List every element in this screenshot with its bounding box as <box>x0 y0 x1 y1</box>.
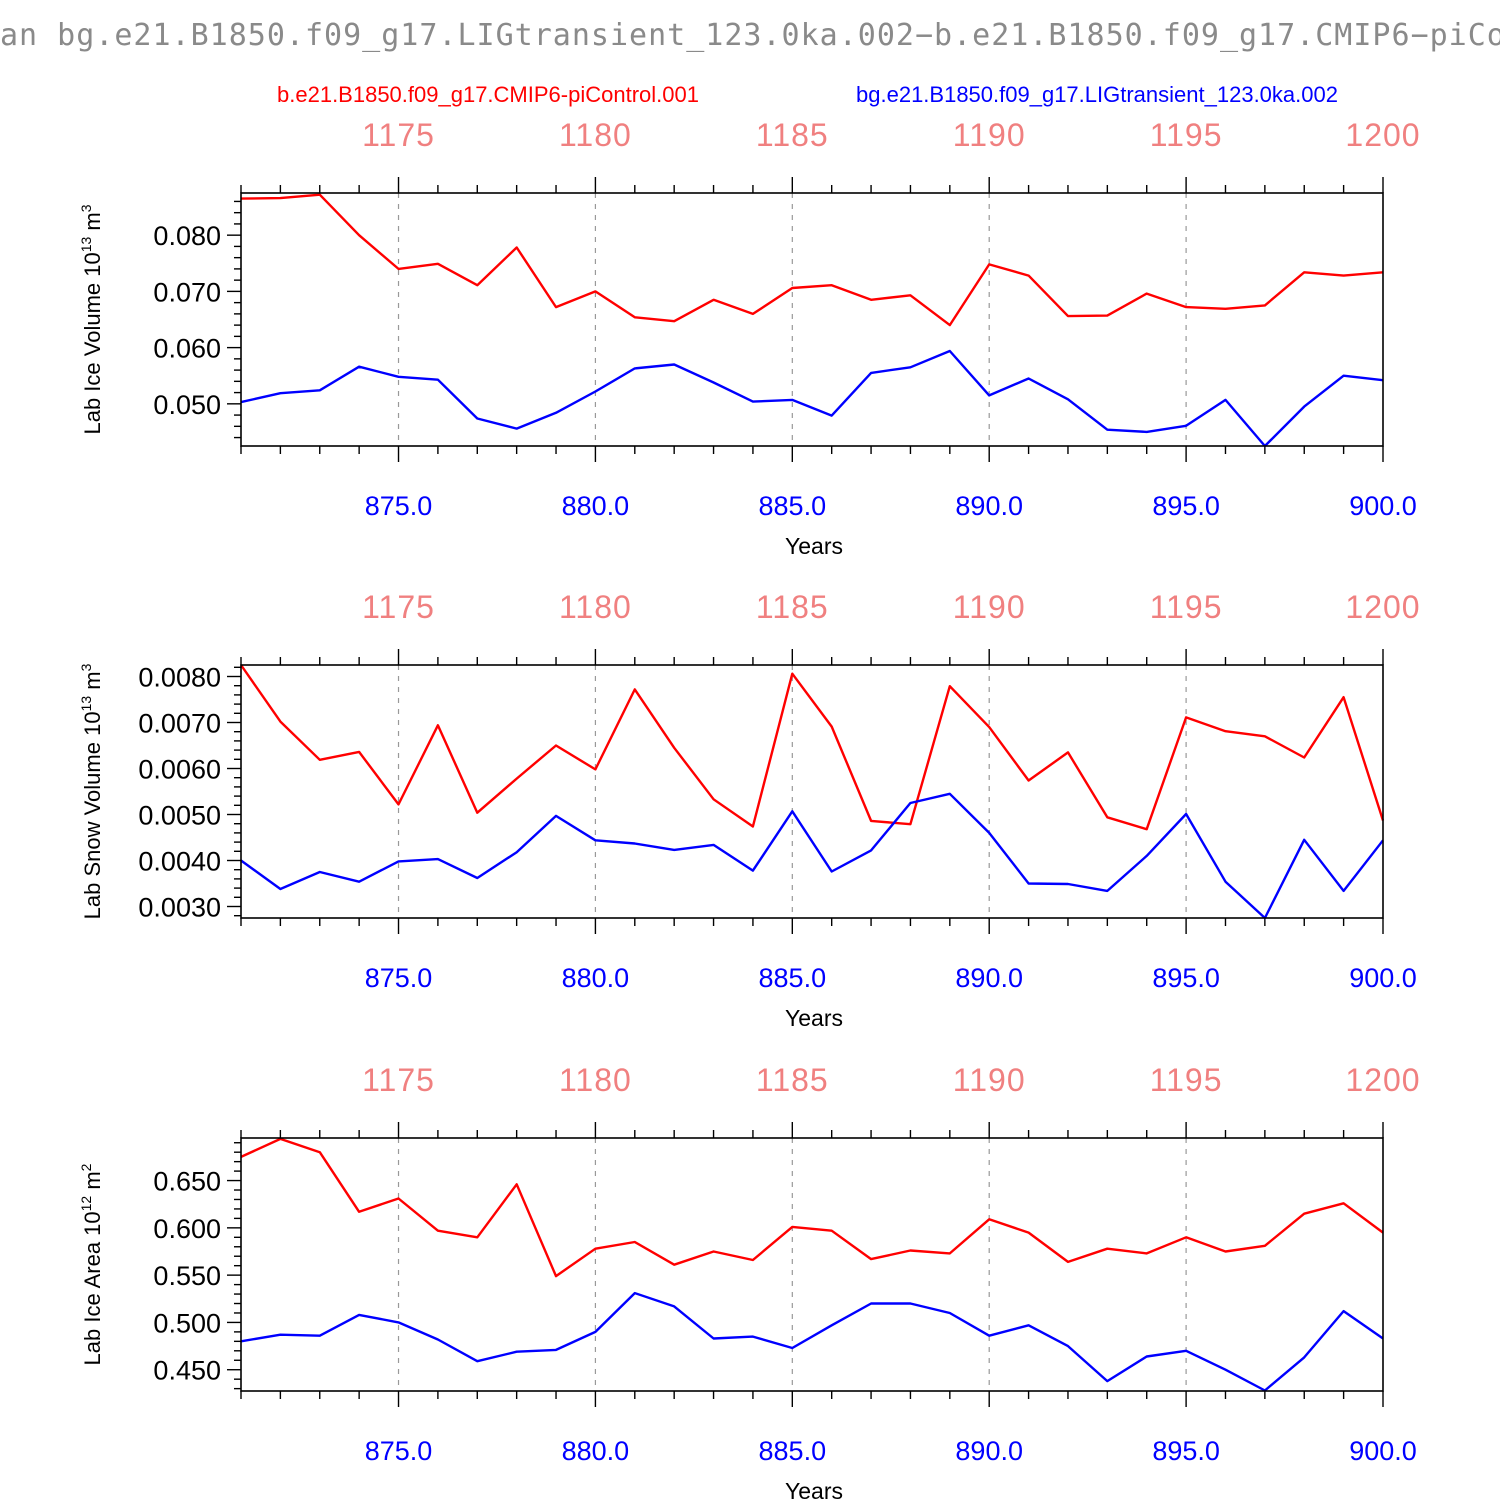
y-tick-label: 0.500 <box>153 1308 221 1338</box>
y-axis-label: Lab Ice Volume 1013 m3 <box>78 204 105 434</box>
y-tick-label: 0.080 <box>153 221 221 251</box>
top-tick-label: 1175 <box>362 589 435 625</box>
y-tick-label: 0.0030 <box>138 893 221 923</box>
top-tick-label: 1195 <box>1150 589 1223 625</box>
y-tick-label: 0.450 <box>153 1356 221 1386</box>
y-tick-label: 0.050 <box>153 390 221 420</box>
top-tick-label: 1180 <box>559 117 632 153</box>
x-tick-label: 875.0 <box>365 1436 433 1466</box>
top-tick-label: 1175 <box>362 117 435 153</box>
top-tick-label: 1185 <box>756 117 829 153</box>
chart-panel-2: 0.0030 0.0040 0.0050 0.0060 0.0070 0.0080 875.… <box>78 589 1420 1031</box>
series-line-picontrol <box>240 1137 1384 1278</box>
x-tick-label: 900.0 <box>1349 1436 1417 1466</box>
y-tick-label: 0.650 <box>153 1167 221 1197</box>
y-tick-label: 0.0080 <box>138 663 221 693</box>
top-tick-label: 1190 <box>953 117 1026 153</box>
y-tick-label: 0.550 <box>153 1261 221 1291</box>
x-axis-label: Years <box>785 533 843 559</box>
series-line-ligtransient <box>240 349 1384 448</box>
chart-panel-1: 0.050 0.060 0.070 0.080 875.0 880.0 885.0 890.0… <box>78 117 1420 559</box>
main-title: an bg.e21.B1850.f09_g17.LIGtransient_123… <box>0 18 1500 53</box>
x-tick-label: 880.0 <box>562 963 630 993</box>
series-line-picontrol <box>240 193 1384 327</box>
top-tick-label: 1195 <box>1150 117 1223 153</box>
top-tick-label: 1195 <box>1150 1062 1223 1098</box>
x-tick-label: 890.0 <box>955 1436 1023 1466</box>
y-tick-label: 0.0040 <box>138 847 221 877</box>
x-axis-label: Years <box>785 1005 843 1031</box>
x-tick-label: 880.0 <box>562 491 630 521</box>
x-tick-label: 875.0 <box>365 963 433 993</box>
series-line-picontrol <box>240 664 1385 831</box>
y-tick-label: 0.0070 <box>138 709 221 739</box>
top-tick-label: 1175 <box>362 1062 435 1098</box>
x-tick-label: 900.0 <box>1349 963 1417 993</box>
top-tick-label: 1200 <box>1345 589 1420 625</box>
x-tick-label: 885.0 <box>759 491 827 521</box>
top-tick-label: 1200 <box>1345 1062 1420 1098</box>
y-tick-label: 0.070 <box>153 277 221 307</box>
x-tick-label: 880.0 <box>562 1436 630 1466</box>
x-tick-label: 875.0 <box>365 491 433 521</box>
x-tick-label: 885.0 <box>759 1436 827 1466</box>
y-axis-label: Lab Ice Area 1012 m2 <box>78 1163 105 1365</box>
y-tick-label: 0.0050 <box>138 801 221 831</box>
top-tick-label: 1190 <box>953 589 1026 625</box>
series-line-ligtransient <box>240 792 1384 920</box>
y-axis-label: Lab Snow Volume 1013 m3 <box>78 663 105 919</box>
y-tick-label: 0.060 <box>153 334 221 364</box>
plot-frame <box>240 1137 1384 1392</box>
top-tick-label: 1200 <box>1345 117 1420 153</box>
x-axis-label: Years <box>785 1478 843 1500</box>
legend-label-picontrol: b.e21.B1850.f09_g17.CMIP6-piControl.001 <box>277 82 699 107</box>
x-tick-label: 895.0 <box>1152 1436 1220 1466</box>
top-tick-label: 1180 <box>559 1062 632 1098</box>
x-tick-label: 890.0 <box>955 963 1023 993</box>
x-tick-label: 895.0 <box>1152 963 1220 993</box>
y-tick-label: 0.600 <box>153 1214 221 1244</box>
plot-frame <box>240 664 1384 919</box>
x-tick-label: 895.0 <box>1152 491 1220 521</box>
top-tick-label: 1190 <box>953 1062 1026 1098</box>
legend-label-ligtransient: bg.e21.B1850.f09_g17.LIGtransient_123.0k… <box>856 82 1338 107</box>
x-tick-label: 890.0 <box>955 491 1023 521</box>
y-tick-label: 0.0060 <box>138 755 221 785</box>
chart-panel-3: 0.450 0.500 0.550 0.600 0.650 875.0 880.0 885.0… <box>78 1062 1420 1500</box>
series-line-ligtransient <box>240 1291 1384 1392</box>
plot-frame <box>240 192 1384 447</box>
x-tick-label: 885.0 <box>759 963 827 993</box>
x-tick-label: 900.0 <box>1349 491 1417 521</box>
panels-group: 0.050 0.060 0.070 0.080 875.0 880.0 885.0 890.0… <box>78 117 1420 1500</box>
top-tick-label: 1180 <box>559 589 632 625</box>
top-tick-label: 1185 <box>756 589 829 625</box>
top-tick-label: 1185 <box>756 1062 829 1098</box>
